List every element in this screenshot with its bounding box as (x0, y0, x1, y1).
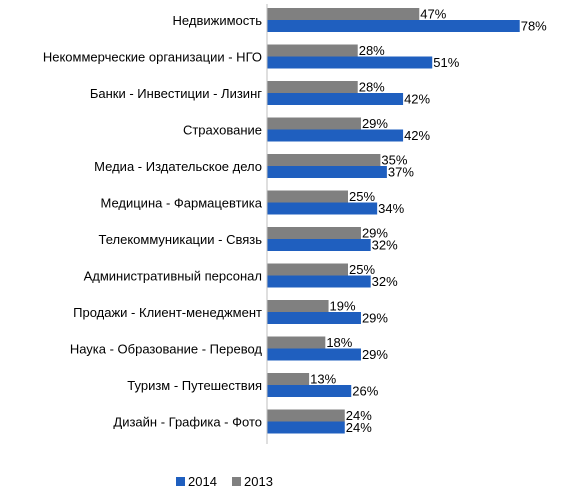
value-label-2013-4: 29% (362, 116, 388, 131)
bar-2013-7 (267, 227, 361, 239)
category-label-9: Продажи - Клиент-менеджмент (73, 305, 262, 320)
legend-label-2014: 2014 (188, 474, 217, 489)
value-label-2014-8: 32% (372, 274, 398, 289)
bar-2014-1 (267, 20, 520, 32)
category-label-10: Наука - Образование - Перевод (70, 342, 263, 357)
bar-2014-4 (267, 129, 404, 142)
bar-2013-3 (267, 81, 358, 93)
value-label-2013-8: 25% (349, 262, 375, 277)
bar-2013-6 (267, 190, 348, 203)
bar-2013-8 (267, 263, 348, 276)
value-label-2013-11: 13% (310, 372, 336, 387)
value-label-2014-11: 26% (352, 384, 378, 399)
value-label-2013-7: 29% (362, 226, 388, 241)
value-label-2014-5: 37% (388, 165, 414, 180)
value-label-2014-4: 42% (404, 128, 430, 143)
value-label-2014-10: 29% (362, 347, 388, 362)
value-label-2013-10: 18% (326, 335, 352, 350)
category-label-8: Административный персонал (84, 269, 262, 284)
value-label-2013-12: 24% (346, 408, 372, 423)
category-label-5: Медиа - Издательское дело (94, 159, 262, 174)
value-label-2014-2: 51% (433, 55, 459, 70)
category-label-3: Банки - Инвестиции - Лизинг (90, 86, 262, 101)
value-label-2014-6: 34% (378, 201, 404, 216)
category-label-11: Туризм - Путешествия (127, 378, 262, 393)
value-label-2014-1: 78% (521, 19, 547, 34)
bar-2014-3 (267, 93, 404, 105)
value-label-2014-3: 42% (404, 92, 430, 107)
category-label-2: Некоммерческие организации - НГО (43, 50, 262, 65)
value-label-2014-7: 32% (372, 238, 398, 253)
category-label-6: Медицина - Фармацевтика (100, 196, 262, 211)
bar-2014-6 (267, 202, 378, 215)
bar-2014-9 (267, 312, 361, 324)
bar-2014-7 (267, 239, 371, 251)
category-label-4: Страхование (183, 123, 262, 138)
bar-2014-5 (267, 166, 387, 178)
value-label-2014-12: 24% (346, 420, 372, 435)
value-label-2013-3: 28% (359, 80, 385, 95)
bar-2014-2 (267, 56, 433, 69)
legend-swatch-2014 (176, 477, 185, 486)
legend-label-2013: 2013 (244, 474, 273, 489)
legend-swatch-2013 (232, 477, 241, 486)
bar-2013-4 (267, 117, 361, 130)
bars-layer (267, 8, 520, 434)
value-label-2014-9: 29% (362, 311, 388, 326)
category-label-7: Телекоммуникации - Связь (99, 232, 263, 247)
bar-2013-1 (267, 8, 420, 20)
legend: 2014 2013 (176, 474, 273, 489)
bar-2014-10 (267, 348, 361, 361)
bar-2014-12 (267, 421, 345, 434)
category-label-1: Недвижимость (173, 13, 263, 28)
labels-layer: 47% 78% Недвижимость 28% 51% Некоммерческие о… (43, 7, 547, 436)
value-label-2013-6: 25% (349, 189, 375, 204)
bar-2014-8 (267, 275, 371, 288)
bar-2014-11 (267, 385, 352, 397)
value-label-2013-5: 35% (381, 153, 407, 168)
bar-2013-2 (267, 44, 358, 57)
bar-2013-5 (267, 154, 381, 166)
value-label-2013-2: 28% (359, 43, 385, 58)
bar-2013-11 (267, 373, 310, 385)
category-label-12: Дизайн - Графика - Фото (113, 415, 262, 430)
bar-2013-10 (267, 336, 326, 349)
bar-2013-12 (267, 409, 345, 422)
value-label-2013-1: 47% (420, 7, 446, 22)
value-label-2013-9: 19% (330, 299, 356, 314)
bar-2013-9 (267, 300, 329, 312)
